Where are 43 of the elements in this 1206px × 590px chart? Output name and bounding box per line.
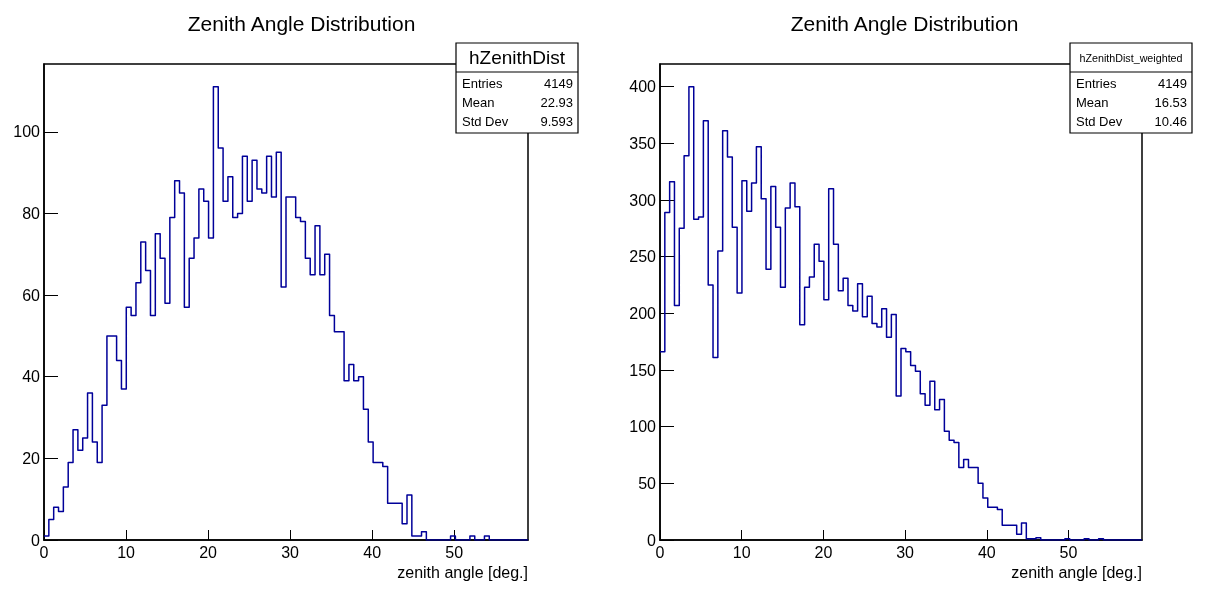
text: 4149 xyxy=(1158,76,1187,91)
x-tick-label: 50 xyxy=(1059,543,1078,561)
x-tick-label: 10 xyxy=(732,543,751,561)
x-tick-label: 40 xyxy=(977,543,996,561)
text: 10.46 xyxy=(1154,114,1187,129)
chart-title: Zenith Angle Distribution xyxy=(790,12,1019,35)
y-tick-label: 200 xyxy=(629,304,657,322)
y-tick-label: 150 xyxy=(629,361,657,379)
x-tick-label: 40 xyxy=(363,543,382,561)
annotation: Std Dev xyxy=(462,114,509,129)
x-tick-label: 30 xyxy=(281,543,300,561)
text: 16.53 xyxy=(1154,95,1187,110)
annotation: Std Dev xyxy=(1076,114,1123,129)
y-tick-label: 60 xyxy=(22,286,41,304)
annotation: Mean xyxy=(1076,95,1109,110)
text: 9.593 xyxy=(540,114,573,129)
y-tick-label: 350 xyxy=(629,134,657,152)
y-tick-label: 400 xyxy=(629,78,657,96)
x-tick-label: 20 xyxy=(199,543,218,561)
x-axis-title: zenith angle [deg.] xyxy=(1011,563,1142,581)
y-tick-label: 300 xyxy=(629,191,657,209)
annotation: Entries xyxy=(462,76,503,91)
text: 22.93 xyxy=(540,95,573,110)
y-tick-label: 0 xyxy=(31,531,41,549)
chart-title: Zenith Angle Distribution xyxy=(187,12,416,35)
y-tick-label: 80 xyxy=(22,204,41,222)
x-tick-label: 50 xyxy=(445,543,464,561)
annotation: hZenithDist xyxy=(468,47,566,68)
x-tick-label: 20 xyxy=(814,543,833,561)
y-tick-label: 250 xyxy=(629,248,657,266)
x-tick-label: 30 xyxy=(896,543,915,561)
y-tick-label: 40 xyxy=(22,368,41,386)
text: hZenithDist_weighted xyxy=(1079,51,1183,64)
y-tick-label: 100 xyxy=(13,123,41,141)
y-tick-label: 20 xyxy=(22,449,41,467)
y-tick-label: 50 xyxy=(638,474,657,492)
y-tick-label: 100 xyxy=(629,418,657,436)
annotation: Entries xyxy=(1076,76,1117,91)
annotation: Mean xyxy=(462,95,495,110)
x-axis-title: zenith angle [deg.] xyxy=(397,563,528,581)
y-tick-label: 0 xyxy=(647,531,657,549)
text: 4149 xyxy=(544,76,573,91)
x-tick-label: 10 xyxy=(117,543,136,561)
